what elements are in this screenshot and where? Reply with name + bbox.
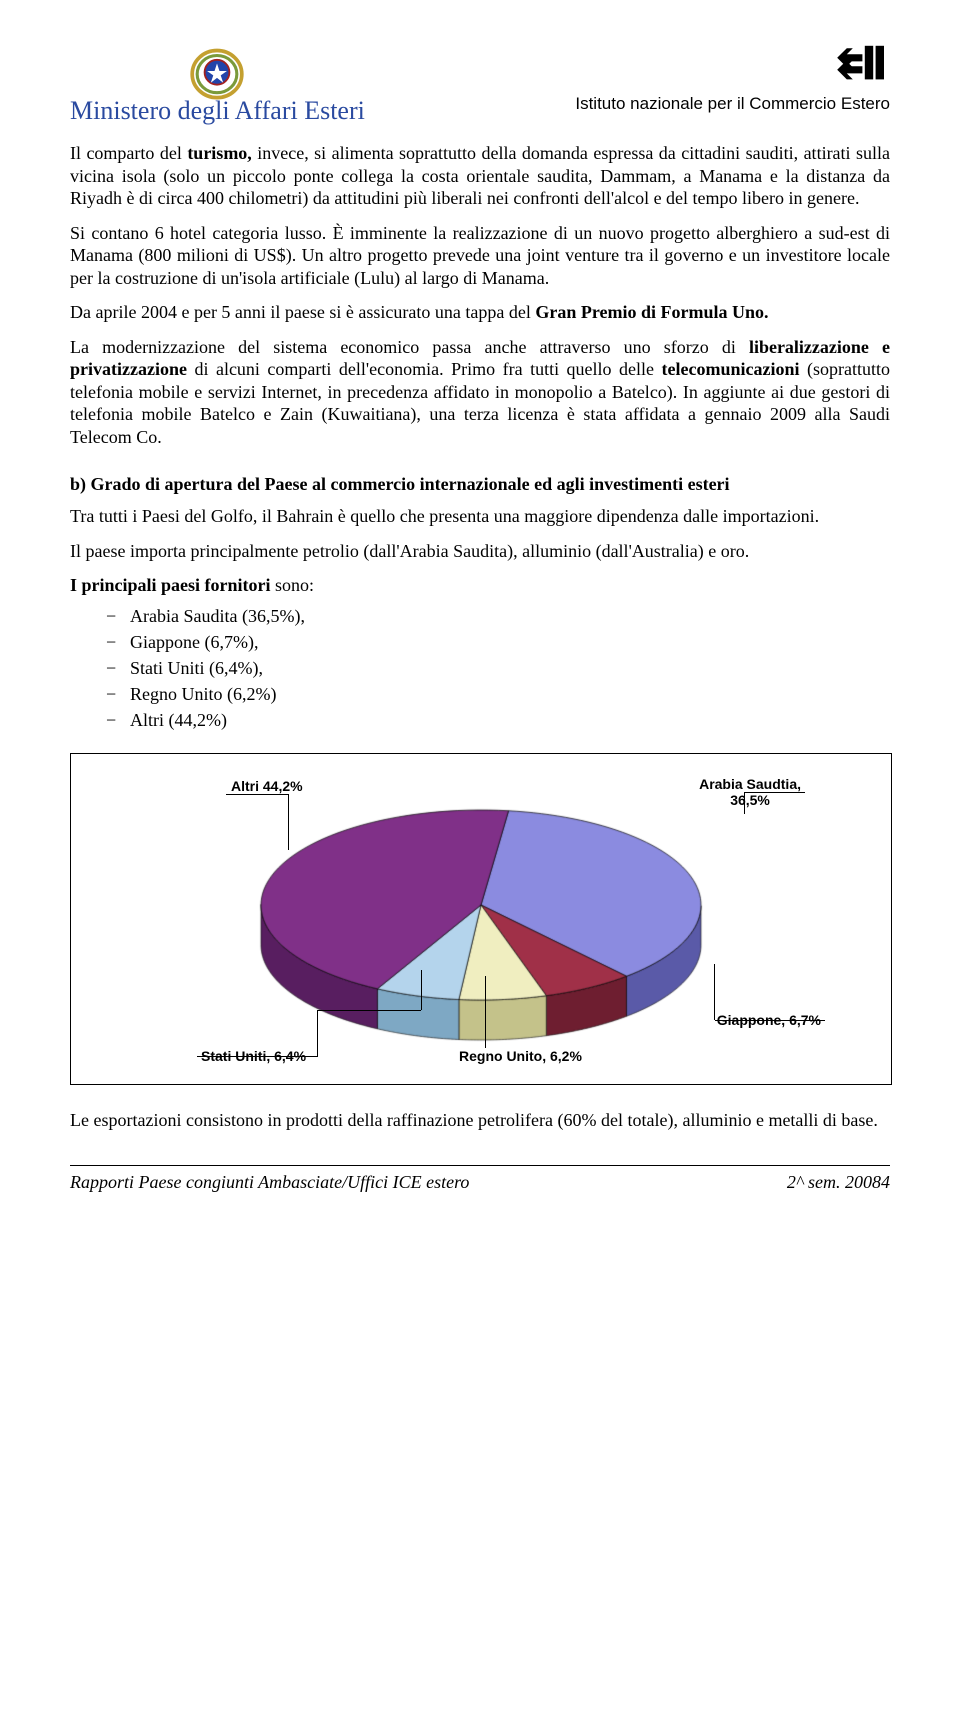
ministry-logo: Ministero degli Affari Esteri — [70, 40, 365, 124]
leader-line — [421, 970, 422, 1010]
pie-chart: Altri 44,2% Arabia Saudtia, 36,5% Giappo… — [70, 753, 892, 1085]
list-item: Stati Uniti (6,4%), — [106, 655, 890, 681]
footer: Rapporti Paese congiunti Ambasciate/Uffi… — [70, 1165, 890, 1193]
ice-title: Istituto nazionale per il Commercio Este… — [575, 94, 890, 114]
paragraph-turismo: Il comparto del turismo, invece, si alim… — [70, 142, 890, 210]
label-regnounito: Regno Unito, 6,2% — [459, 1048, 582, 1064]
leader-line — [317, 1010, 421, 1011]
list-item: Altri (44,2%) — [106, 707, 890, 733]
leader-line — [288, 794, 289, 850]
ice-logo-icon — [830, 40, 890, 90]
paragraph-telecom: La modernizzazione del sistema economico… — [70, 336, 890, 449]
list-item: Regno Unito (6,2%) — [106, 681, 890, 707]
paragraph-esportazioni: Le esportazioni consistono in prodotti d… — [70, 1109, 890, 1132]
leader-line — [745, 792, 805, 793]
leader-line — [317, 1056, 318, 1057]
leader-line — [715, 1020, 825, 1021]
list-item: Arabia Saudita (36,5%), — [106, 603, 890, 629]
paragraph-import: Il paese importa principalmente petrolio… — [70, 540, 890, 563]
pie-chart-canvas — [221, 794, 741, 1044]
leader-line — [744, 792, 745, 814]
document-header: Ministero degli Affari Esteri Istituto n… — [70, 40, 890, 124]
ministry-name: Ministero degli Affari Esteri — [70, 98, 365, 124]
leader-line — [485, 976, 486, 1048]
paragraph-fornitori-intro: I principali paesi fornitori sono: — [70, 574, 890, 597]
leader-line — [197, 1056, 317, 1057]
leader-line — [226, 794, 288, 795]
list-item: Giappone (6,7%), — [106, 629, 890, 655]
ice-block: Istituto nazionale per il Commercio Este… — [575, 40, 890, 114]
italy-emblem-icon — [186, 40, 248, 102]
supplier-list: Arabia Saudita (36,5%), Giappone (6,7%),… — [106, 603, 890, 733]
paragraph-f1: Da aprile 2004 e per 5 anni il paese si … — [70, 301, 890, 324]
footer-left: Rapporti Paese congiunti Ambasciate/Uffi… — [70, 1172, 469, 1193]
leader-line — [317, 1010, 318, 1056]
footer-right: 2^ sem. 20084 — [787, 1172, 890, 1193]
leader-line — [714, 964, 715, 1020]
paragraph-dipendenza: Tra tutti i Paesi del Golfo, il Bahrain … — [70, 505, 890, 528]
label-altri: Altri 44,2% — [231, 778, 303, 794]
paragraph-hotel: Si contano 6 hotel categoria lusso. È im… — [70, 222, 890, 290]
section-b-title: b) Grado di apertura del Paese al commer… — [70, 474, 890, 495]
